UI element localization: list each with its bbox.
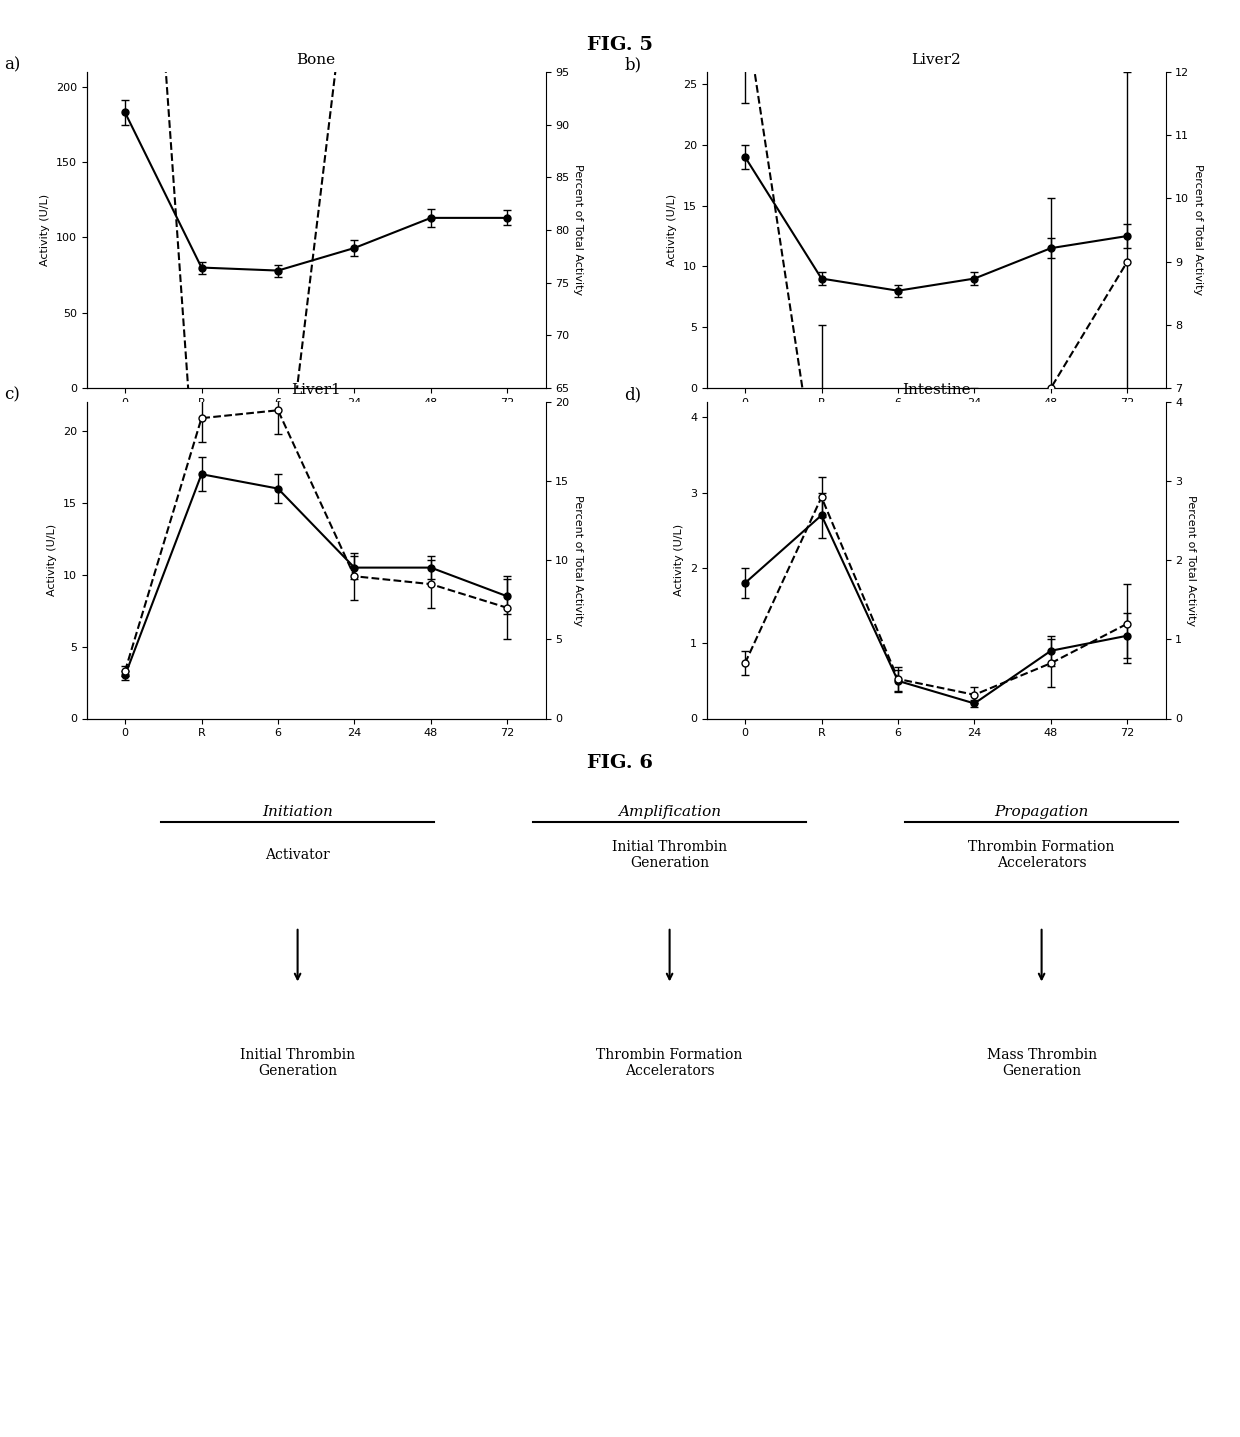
Text: Propagation: Propagation: [994, 805, 1089, 819]
Title: Liver2: Liver2: [911, 53, 961, 66]
Y-axis label: Percent of Total Activity: Percent of Total Activity: [1193, 164, 1203, 296]
Text: Thrombin Formation
Accelerators: Thrombin Formation Accelerators: [968, 839, 1115, 871]
Title: Intestine: Intestine: [901, 384, 971, 397]
Text: Initial Thrombin
Generation: Initial Thrombin Generation: [613, 839, 727, 871]
Text: Activator: Activator: [265, 848, 330, 862]
Y-axis label: Activity (U/L): Activity (U/L): [667, 194, 677, 266]
Text: Initiation: Initiation: [262, 805, 334, 819]
Text: c): c): [4, 387, 20, 404]
Y-axis label: Percent of Total Activity: Percent of Total Activity: [573, 164, 583, 296]
Text: Thrombin Formation
Accelerators: Thrombin Formation Accelerators: [596, 1048, 743, 1079]
Text: b): b): [624, 56, 641, 73]
Text: Mass Thrombin
Generation: Mass Thrombin Generation: [987, 1048, 1096, 1079]
Y-axis label: Percent of Total Activity: Percent of Total Activity: [573, 494, 583, 627]
Y-axis label: Activity (U/L): Activity (U/L): [47, 525, 57, 596]
Text: Initial Thrombin
Generation: Initial Thrombin Generation: [241, 1048, 355, 1079]
Title: Liver1: Liver1: [291, 384, 341, 397]
Text: d): d): [624, 387, 641, 404]
Text: Amplification: Amplification: [618, 805, 722, 819]
Title: Bone: Bone: [296, 53, 336, 66]
Text: a): a): [4, 56, 21, 73]
Text: FIG. 6: FIG. 6: [587, 754, 653, 773]
Y-axis label: Percent of Total Activity: Percent of Total Activity: [1187, 494, 1197, 627]
Y-axis label: Activity (U/L): Activity (U/L): [41, 194, 51, 266]
Y-axis label: Activity (U/L): Activity (U/L): [675, 525, 684, 596]
Text: FIG. 5: FIG. 5: [587, 36, 653, 55]
